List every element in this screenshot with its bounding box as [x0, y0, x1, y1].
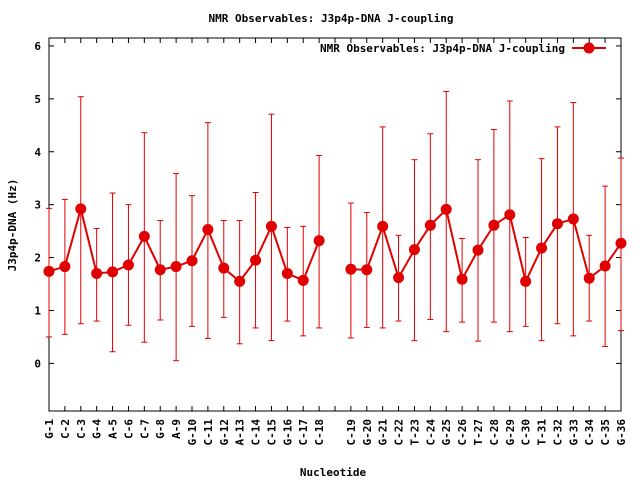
legend-marker: [583, 42, 595, 54]
x-tick-label: A-13: [234, 419, 247, 446]
data-point: [551, 218, 563, 230]
data-point: [186, 255, 198, 267]
data-point: [361, 264, 373, 276]
series-line: [350, 207, 622, 285]
y-tick-label: 4: [34, 146, 41, 159]
x-tick-label: T-27: [472, 419, 485, 446]
chart-title: NMR Observables: J3p4p-DNA J-coupling: [208, 12, 453, 25]
legend-label: NMR Observables: J3p4p-DNA J-coupling: [320, 42, 565, 55]
x-tick-label: A-5: [107, 419, 120, 439]
data-point: [265, 220, 277, 232]
data-point: [440, 203, 452, 215]
x-tick-label: C-14: [250, 419, 263, 446]
x-tick-label: C-32: [551, 419, 564, 446]
data-point: [424, 219, 436, 231]
data-point: [59, 261, 71, 273]
y-axis: 0 1 2 3 4 5 6: [34, 40, 621, 370]
data-point: [393, 272, 405, 284]
data-point: [567, 213, 579, 225]
x-axis: G-1 C-2 C-3 G-4 A-5 C-6 C-7 G-8 A-9 G-10 C-11 G-12 A…: [43, 38, 628, 446]
data-point: [107, 266, 119, 278]
data-point: [234, 275, 246, 287]
data-point: [281, 267, 293, 279]
data-point: [297, 274, 309, 286]
x-tick-label: C-7: [138, 419, 151, 439]
x-tick-label: C-30: [520, 419, 533, 446]
x-tick-label: C-19: [345, 419, 358, 446]
x-tick-label: C-15: [265, 419, 278, 446]
x-tick-label: G-16: [281, 419, 294, 446]
series-group: [43, 203, 627, 287]
series-line: [48, 204, 321, 283]
x-tick-label: C-6: [122, 419, 135, 439]
y-tick-label: 3: [34, 199, 41, 212]
x-tick-label: G-8: [154, 419, 167, 439]
x-tick-label: C-26: [456, 419, 469, 446]
x-axis-label: Nucleotide: [300, 466, 367, 479]
plot-frame: [48, 37, 622, 412]
data-point: [345, 263, 357, 275]
x-tick-label: G-4: [91, 419, 104, 439]
y-tick-label: 5: [34, 93, 41, 106]
data-point: [91, 267, 103, 279]
error-bars: [46, 90, 624, 362]
x-tick-label: G-20: [361, 419, 374, 446]
data-point: [154, 264, 166, 276]
x-tick-label: G-29: [504, 419, 517, 446]
y-tick-label: 6: [34, 40, 41, 53]
data-point: [520, 275, 532, 287]
x-tick-label: A-9: [170, 419, 183, 439]
data-point: [456, 273, 468, 285]
data-point: [408, 244, 420, 256]
data-point: [218, 262, 230, 274]
x-tick-label: C-35: [599, 419, 612, 446]
data-point: [472, 244, 484, 256]
x-tick-label: C-34: [583, 419, 596, 446]
y-tick-label: 0: [34, 357, 41, 370]
data-point: [615, 237, 627, 249]
data-point: [170, 261, 182, 273]
data-point: [43, 265, 55, 277]
x-tick-label: G-25: [440, 419, 453, 446]
y-tick-label: 2: [34, 252, 41, 265]
data-point: [504, 209, 516, 221]
y-tick-label: 1: [34, 304, 41, 317]
data-point: [599, 260, 611, 272]
legend: NMR Observables: J3p4p-DNA J-coupling: [320, 42, 606, 55]
data-point: [536, 242, 548, 254]
data-point: [138, 230, 150, 242]
data-point: [122, 259, 134, 271]
data-point: [488, 219, 500, 231]
x-tick-label: G-10: [186, 419, 199, 446]
x-tick-label: C-24: [424, 419, 437, 446]
data-point: [583, 272, 595, 284]
x-tick-label: G-21: [377, 419, 390, 446]
data-point: [250, 254, 262, 266]
data-point: [377, 220, 389, 232]
data-point: [313, 235, 325, 247]
x-tick-label: C-3: [75, 419, 88, 439]
x-tick-label: G-12: [218, 419, 231, 446]
x-tick-label: G-1: [43, 419, 56, 439]
x-tick-label: T-23: [408, 419, 421, 446]
data-point: [202, 224, 214, 236]
x-tick-label: T-31: [536, 419, 549, 446]
data-point: [75, 203, 87, 215]
x-tick-label: C-18: [313, 419, 326, 446]
x-tick-label: C-17: [297, 419, 310, 446]
x-tick-label: C-22: [393, 419, 406, 446]
y-axis-label: J3p4p-DNA (Hz): [6, 179, 19, 272]
x-tick-label: C-11: [202, 419, 215, 446]
x-tick-label: G-33: [567, 419, 580, 446]
x-tick-label: G-36: [615, 419, 628, 446]
x-tick-label: C-28: [488, 419, 501, 446]
x-tick-label: C-2: [59, 419, 72, 439]
